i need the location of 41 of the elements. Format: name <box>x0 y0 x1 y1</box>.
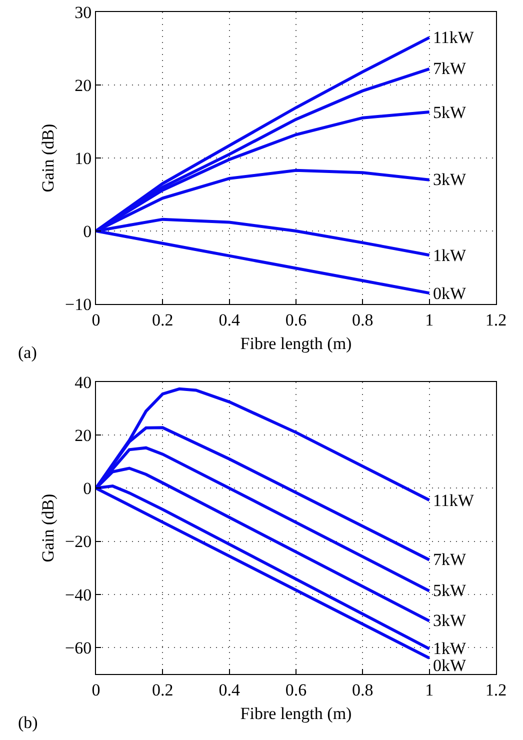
y-tick-label: 40 <box>74 372 92 392</box>
x-tick-label: 1.2 <box>485 680 507 700</box>
series-label: 5kW <box>433 103 467 122</box>
y-axis-title: Gain (dB) <box>38 494 58 562</box>
series-label: 7kW <box>433 550 467 569</box>
series-label: 3kW <box>433 170 467 189</box>
text: (a) <box>18 343 37 362</box>
x-tick-label: 0.8 <box>352 680 374 700</box>
y-tick-label: 10 <box>74 148 92 168</box>
y-tick-label: −60 <box>65 638 92 658</box>
series-label: 3kW <box>433 611 467 630</box>
x-axis-title: Fibre length (m) <box>240 704 352 723</box>
y-tick-label: 20 <box>74 426 92 446</box>
x-axis-title: Fibre length (m) <box>240 334 352 353</box>
x-tick-label: 1 <box>425 680 434 700</box>
series-label: 0kW <box>433 284 467 303</box>
text: (b) <box>18 713 38 732</box>
y-tick-label: 20 <box>74 76 92 95</box>
y-tick-label: −40 <box>65 585 92 604</box>
y-tick-label: 0 <box>83 222 92 241</box>
x-tick-label: 0.8 <box>352 310 374 330</box>
series-label: 0kW <box>433 656 467 675</box>
y-tick-label: −10 <box>65 294 92 314</box>
y-tick-label: 0 <box>83 479 92 498</box>
series-label: 11kW <box>433 491 475 510</box>
series-label: 7kW <box>433 59 467 78</box>
y-tick-label: −20 <box>65 532 92 552</box>
x-tick-label: 0.6 <box>285 310 307 330</box>
x-tick-label: 1 <box>425 310 434 330</box>
series-label: 1kW <box>433 246 467 265</box>
x-tick-label: 0.2 <box>152 680 174 700</box>
x-tick-label: 0.6 <box>285 680 307 700</box>
y-axis-title: Gain (dB) <box>38 124 58 192</box>
y-tick-label: 30 <box>74 2 92 22</box>
x-tick-label: 1.2 <box>485 310 507 330</box>
x-tick-label: 0.4 <box>218 310 240 330</box>
x-tick-label: 0.4 <box>218 680 240 700</box>
series-label: 1kW <box>433 639 467 658</box>
series-label: 5kW <box>433 581 467 600</box>
series-label: 11kW <box>433 28 475 47</box>
x-tick-label: 0.2 <box>152 310 174 330</box>
